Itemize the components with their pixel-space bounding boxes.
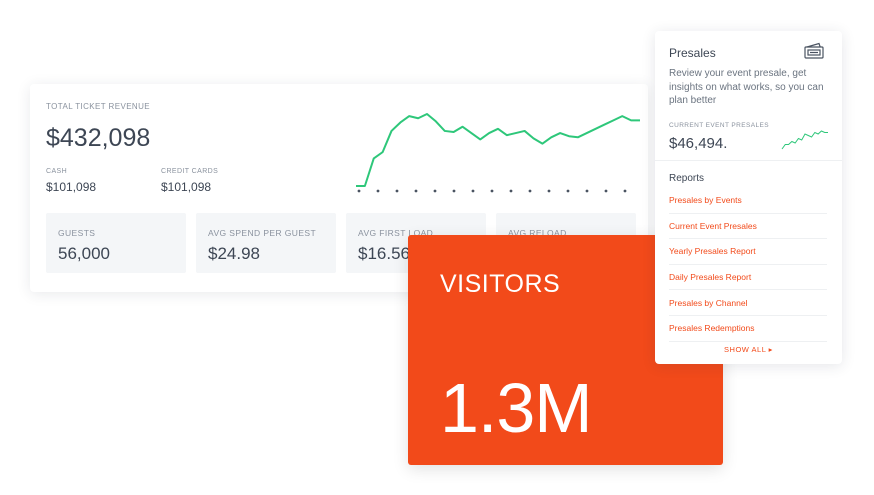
stat-label: AVG RELOAD (508, 228, 567, 238)
reports-list: Presales by Events Current Event Presale… (669, 188, 827, 342)
presales-mini-sparkline (781, 130, 828, 150)
visitors-title: VISITORS (440, 270, 561, 298)
credit-value: $101,098 (161, 180, 212, 194)
revenue-line (356, 113, 640, 187)
stat-guests: GUESTS 56,000 (46, 213, 186, 273)
cash-label: CASH (46, 168, 68, 175)
stat-value: $24.98 (208, 244, 260, 263)
ticket-icon (804, 42, 824, 59)
cash-value: $101,098 (46, 180, 97, 194)
report-link-presales-by-channel[interactable]: Presales by Channel (669, 290, 827, 316)
baseline-dot (623, 189, 627, 193)
baseline-dot (357, 189, 361, 193)
presales-description: Review your event presale, get insights … (669, 68, 824, 106)
report-link-presales-redemptions[interactable]: Presales Redemptions (669, 316, 827, 342)
stat-label: AVG FIRST LOAD (358, 228, 434, 238)
report-link-daily-presales[interactable]: Daily Presales Report (669, 265, 827, 291)
report-link-yearly-presales[interactable]: Yearly Presales Report (669, 239, 827, 265)
baseline-dot (547, 189, 551, 193)
baseline-dot (566, 189, 570, 193)
show-all-link[interactable]: SHOW ALL ▸ (724, 345, 773, 354)
baseline-dot (376, 189, 380, 193)
baseline-dot (433, 189, 437, 193)
baseline-dot (528, 189, 532, 193)
stat-value: 56,000 (58, 244, 110, 263)
presales-title: Presales (669, 46, 716, 60)
stat-value: $16.56 (358, 244, 410, 263)
baseline-dot (471, 189, 475, 193)
report-link-current-event-presales[interactable]: Current Event Presales (669, 214, 827, 240)
revenue-total: $432,098 (46, 124, 151, 152)
report-link-presales-by-events[interactable]: Presales by Events (669, 188, 827, 214)
current-presales-value: $46,494. (669, 135, 728, 152)
baseline-dot (395, 189, 399, 193)
baseline-dot (585, 189, 589, 193)
stat-label: AVG SPEND PER GUEST (208, 228, 317, 238)
presales-card: Presales Review your event presale, get … (655, 31, 842, 364)
baseline-dot (490, 189, 494, 193)
revenue-card: TOTAL TICKET REVENUE $432,098 CASH $101,… (30, 84, 648, 292)
divider (655, 160, 842, 161)
current-presales-label: CURRENT EVENT PRESALES (669, 122, 769, 129)
credit-label: CREDIT CARDS (161, 168, 219, 175)
visitors-value: 1.3M (440, 369, 593, 447)
baseline-dot (414, 189, 418, 193)
baseline-dot (509, 189, 513, 193)
stat-label: GUESTS (58, 228, 96, 238)
revenue-sparkline (356, 113, 640, 193)
reports-title: Reports (669, 173, 705, 184)
revenue-title: TOTAL TICKET REVENUE (46, 102, 151, 111)
baseline-dot (604, 189, 608, 193)
presales-mini-line (781, 130, 828, 150)
baseline-dot (452, 189, 456, 193)
stat-avg-spend: AVG SPEND PER GUEST $24.98 (196, 213, 336, 273)
